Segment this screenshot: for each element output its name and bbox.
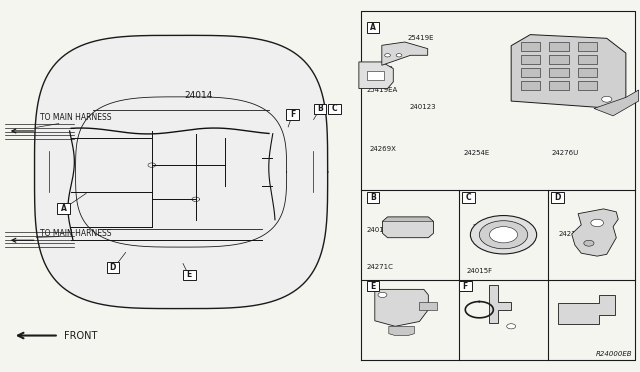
Polygon shape — [375, 289, 428, 326]
Bar — [183, 270, 196, 280]
Bar — [328, 104, 341, 114]
Text: 24059: 24059 — [473, 224, 495, 230]
Bar — [578, 42, 597, 51]
Polygon shape — [419, 302, 436, 310]
Bar — [521, 55, 540, 64]
Circle shape — [479, 221, 528, 249]
Text: F: F — [290, 110, 295, 119]
Circle shape — [602, 96, 612, 102]
Bar — [367, 192, 380, 203]
Text: 24014: 24014 — [185, 91, 213, 100]
Text: C: C — [466, 193, 471, 202]
Text: 24015F: 24015F — [467, 268, 493, 274]
Bar — [367, 22, 380, 33]
Bar — [521, 68, 540, 77]
Text: FRONT: FRONT — [64, 331, 97, 340]
Circle shape — [396, 54, 402, 57]
Bar — [314, 104, 326, 114]
Text: A: A — [61, 204, 67, 213]
Text: F: F — [463, 282, 468, 291]
Circle shape — [591, 219, 604, 227]
Bar — [58, 203, 70, 214]
Polygon shape — [511, 35, 626, 109]
Text: R24000EB: R24000EB — [596, 350, 632, 357]
Bar — [549, 68, 568, 77]
Text: D: D — [554, 193, 561, 202]
Circle shape — [490, 227, 518, 243]
Text: 240123: 240123 — [409, 104, 436, 110]
Bar — [367, 71, 383, 80]
Text: E: E — [371, 282, 376, 291]
Polygon shape — [383, 217, 433, 221]
Polygon shape — [572, 209, 618, 256]
Text: 24276U: 24276U — [551, 150, 579, 156]
Text: B: B — [317, 104, 323, 113]
Polygon shape — [557, 295, 615, 324]
Text: 24012B: 24012B — [367, 227, 394, 233]
Bar — [521, 42, 540, 51]
Circle shape — [378, 292, 387, 298]
Circle shape — [470, 215, 537, 254]
Text: B: B — [370, 193, 376, 202]
Bar — [578, 55, 597, 64]
Bar — [106, 262, 119, 273]
Text: 25419E: 25419E — [408, 35, 435, 41]
Circle shape — [385, 54, 390, 57]
Text: TO MAIN HARNESS: TO MAIN HARNESS — [40, 230, 111, 238]
Polygon shape — [35, 35, 328, 309]
Text: D: D — [109, 263, 116, 272]
Text: 24269X: 24269X — [370, 146, 397, 152]
Polygon shape — [489, 285, 511, 323]
Bar — [551, 192, 564, 203]
Text: 24019B: 24019B — [367, 65, 394, 71]
Bar — [462, 192, 475, 203]
Circle shape — [507, 324, 516, 329]
Polygon shape — [389, 326, 414, 336]
Text: 25419EA: 25419EA — [367, 87, 398, 93]
Bar — [549, 81, 568, 90]
Bar — [521, 81, 540, 90]
Polygon shape — [383, 217, 433, 238]
Polygon shape — [359, 62, 394, 89]
Text: 24215R: 24215R — [559, 231, 586, 237]
Circle shape — [584, 240, 594, 246]
Bar — [578, 81, 597, 90]
Bar — [459, 281, 472, 291]
Text: 24350P: 24350P — [556, 80, 582, 86]
Text: A: A — [370, 23, 376, 32]
Text: 24254E: 24254E — [463, 150, 490, 156]
Polygon shape — [382, 42, 428, 65]
Bar — [286, 109, 299, 119]
Text: 24014E: 24014E — [572, 38, 598, 44]
Bar — [549, 55, 568, 64]
Polygon shape — [594, 90, 639, 116]
Text: E: E — [187, 270, 192, 279]
Text: 24271C: 24271C — [367, 264, 394, 270]
Bar — [549, 42, 568, 51]
Bar — [578, 68, 597, 77]
Bar — [367, 281, 380, 291]
Text: C: C — [332, 104, 337, 113]
Text: TO MAIN HARNESS: TO MAIN HARNESS — [40, 113, 111, 122]
